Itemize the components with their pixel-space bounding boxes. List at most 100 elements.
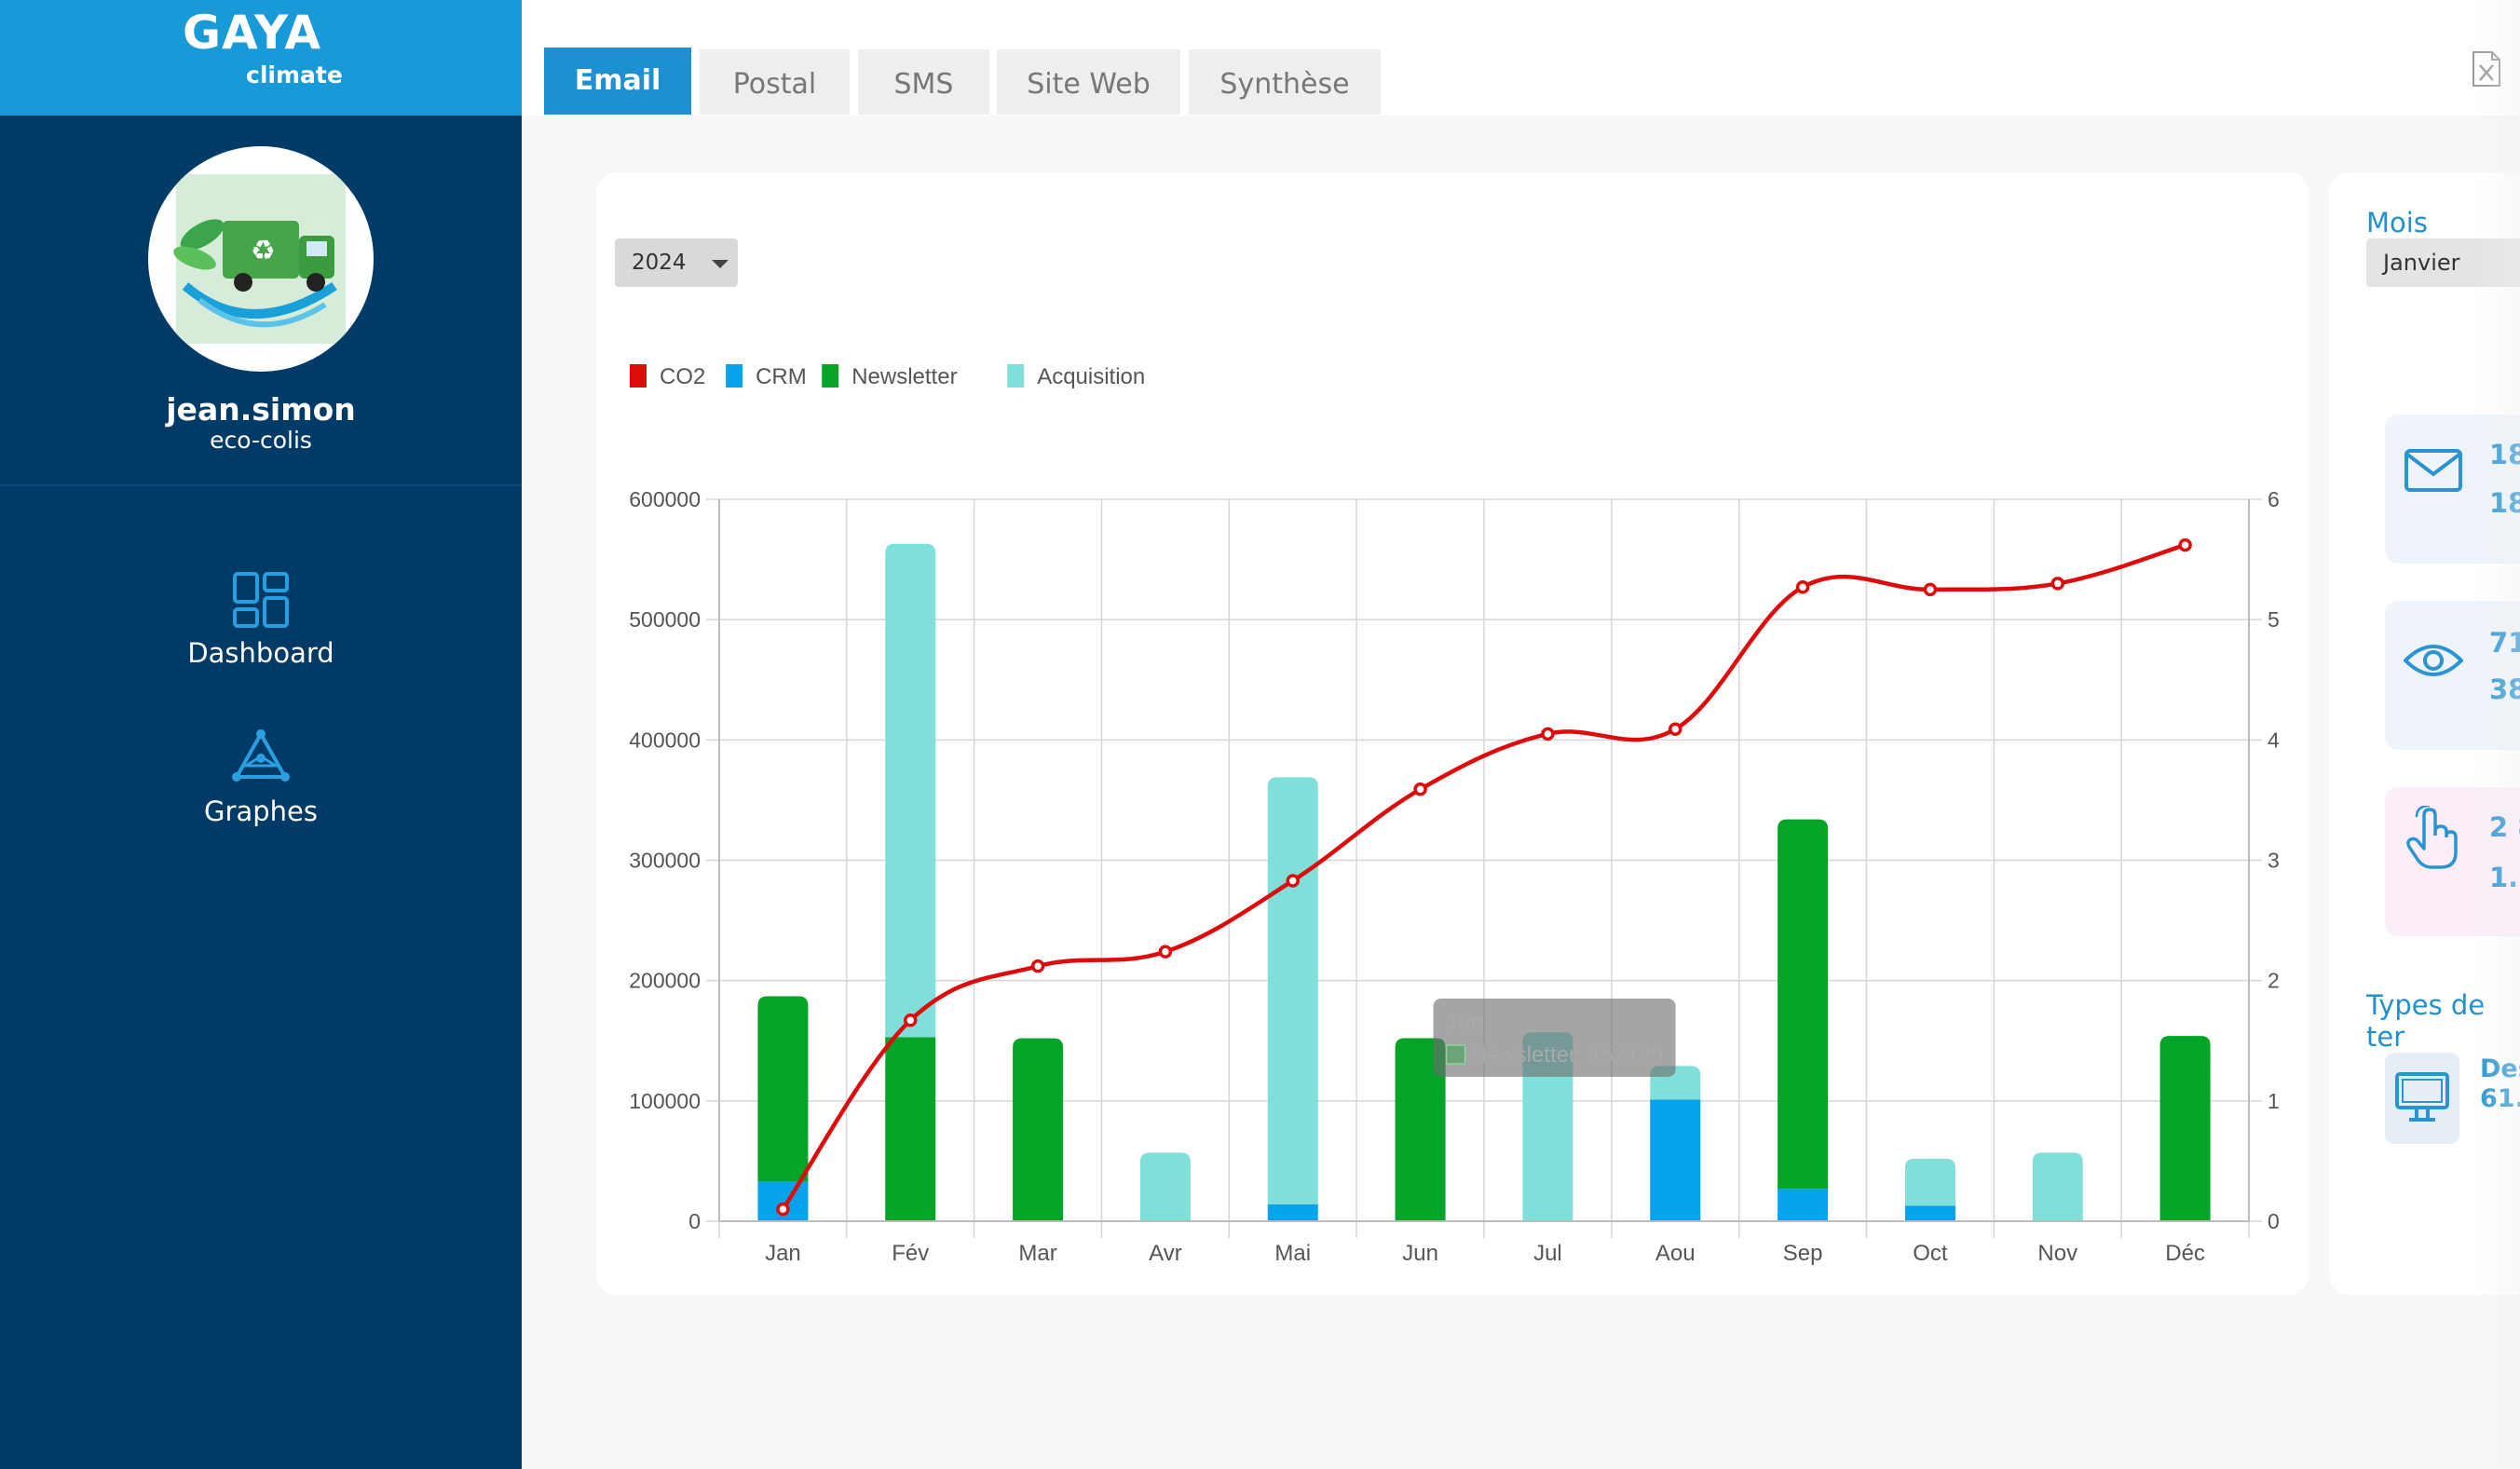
tooltip-value: Newsletter: 152129 — [1471, 1042, 1664, 1068]
bar-acquisition — [1267, 777, 1318, 1204]
bar-newsletter — [1778, 819, 1829, 1190]
x-tick-label: Mai — [1274, 1241, 1311, 1266]
chart-co2-line — [776, 537, 2192, 1217]
y-right-tick-label: 0 — [2268, 1209, 2280, 1233]
month-label: Mois — [2366, 207, 2428, 238]
co2-point — [1158, 945, 1173, 959]
tab-sms[interactable]: SMS — [858, 49, 989, 115]
chart-card — [596, 172, 2309, 1295]
eye-icon — [2404, 645, 2463, 676]
co2-point — [1923, 582, 1938, 597]
stat-clicks-line2: 1.5 — [2489, 862, 2520, 893]
user-organization: eco-colis — [210, 427, 312, 454]
y-left-tick-label: 500000 — [629, 607, 701, 632]
x-tick-label: Jul — [1533, 1241, 1562, 1266]
x-tick-label: Déc — [2165, 1241, 2205, 1266]
y-left-tick-label: 200000 — [629, 969, 701, 993]
avatar[interactable]: ♻ — [148, 146, 374, 372]
co2-point — [1413, 782, 1427, 796]
desktop-icon — [2395, 1072, 2449, 1122]
bar-crm — [1267, 1204, 1318, 1221]
sidebar-divider — [0, 484, 522, 486]
bar-newsletter — [757, 996, 809, 1182]
month-select-value: Janvier — [2383, 250, 2460, 276]
device-types-label: Types de ter — [2366, 989, 2486, 1053]
stat-card-clicks: 2 8 1.5 — [2385, 787, 2520, 936]
tab-email[interactable]: Email — [544, 48, 691, 115]
chart-tooltip: Jun Newsletter: 152129 — [1433, 999, 1676, 1077]
legend-swatch-co2 — [630, 364, 647, 388]
device-type-label: Des — [2480, 1054, 2520, 1083]
stat-opens-line2: 38 — [2489, 673, 2520, 705]
legend-swatch-newsletter — [822, 364, 839, 388]
brand-tagline: climate — [246, 61, 343, 88]
stat-card-opens: 71 38 — [2385, 601, 2520, 750]
truck-avatar-icon: ♻ — [173, 174, 346, 344]
stat-clicks-line1: 2 8 — [2489, 811, 2520, 843]
nav-item-dashboard[interactable]: Dashboard — [0, 570, 522, 700]
bar-newsletter — [1395, 1038, 1446, 1221]
chart-legend: CO2 CRM Newsletter Acquisition — [630, 364, 1145, 389]
stat-emails-line1: 18 — [2489, 439, 2520, 470]
tab-synthese[interactable]: Synthèse — [1189, 49, 1381, 115]
stat-card-emails: 18 18 — [2385, 415, 2520, 564]
tooltip-title: Jun — [1445, 1010, 1485, 1035]
envelope-icon — [2404, 449, 2462, 492]
y-right-tick-label: 5 — [2268, 607, 2280, 632]
bar-acquisition — [1139, 1152, 1191, 1221]
legend-label-crm: CRM — [756, 364, 807, 389]
chevron-down-icon — [712, 260, 729, 268]
year-select[interactable]: 2024 — [615, 238, 738, 287]
x-tick-label: Jun — [1402, 1241, 1438, 1266]
user-name: jean.simon — [166, 391, 356, 428]
logo-bar: GAYA climate — [0, 0, 522, 116]
bar-crm — [1650, 1099, 1701, 1221]
stat-opens-line1: 71 — [2489, 627, 2520, 659]
bar-acquisition — [1904, 1158, 1955, 1206]
x-tick-label: Aou — [1655, 1241, 1696, 1266]
bar-acquisition — [2032, 1152, 2083, 1221]
x-tick-label: Sep — [1783, 1241, 1823, 1266]
y-right-tick-label: 2 — [2268, 969, 2280, 993]
y-right-tick-label: 1 — [2268, 1089, 2280, 1113]
bar-crm — [1778, 1189, 1829, 1221]
tooltip-box — [1433, 999, 1676, 1077]
legend-label-newsletter: Newsletter — [851, 364, 957, 389]
chart-axes: 0 100000 200000 300000 400000 500000 600000 0 1 2… — [629, 487, 2280, 1266]
excel-export-icon[interactable] — [2472, 50, 2501, 88]
y-left-tick-label: 300000 — [629, 849, 701, 873]
brand-logo: GAYA — [183, 6, 322, 60]
y-right-tick-label: 6 — [2268, 487, 2280, 511]
co2-point — [2178, 537, 2192, 552]
bar-crm — [1904, 1205, 1955, 1221]
bar-acquisition — [885, 543, 936, 1038]
tab-site-web[interactable]: Site Web — [997, 49, 1180, 115]
chart-grid — [706, 498, 2262, 1238]
x-tick-label: Mar — [1018, 1241, 1056, 1266]
y-left-tick-label: 400000 — [629, 728, 701, 752]
nav-label-graphes: Graphes — [204, 796, 318, 827]
bar-newsletter — [885, 1037, 936, 1221]
x-tick-label: Fév — [892, 1241, 929, 1266]
bar-newsletter — [1013, 1038, 1064, 1221]
legend-swatch-acquisition — [1007, 364, 1025, 388]
device-type-value: 61. — [2480, 1084, 2520, 1113]
legend-label-co2: CO2 — [660, 364, 705, 389]
y-left-tick-label: 600000 — [629, 487, 701, 511]
sidebar: GAYA climate ♻ jean.simon eco-colis Dash… — [0, 0, 522, 1469]
chart-bars — [757, 543, 2211, 1221]
nav-item-graphes[interactable]: Graphes — [0, 728, 522, 859]
y-left-tick-label: 100000 — [629, 1089, 701, 1113]
graph-network-icon — [232, 729, 290, 782]
tab-postal[interactable]: Postal — [700, 49, 850, 115]
bar-acquisition — [1522, 1032, 1573, 1221]
co2-point — [1286, 874, 1300, 888]
co2-point — [2050, 577, 2064, 591]
month-select[interactable]: Janvier — [2366, 238, 2520, 287]
x-tick-label: Nov — [2037, 1241, 2077, 1266]
co2-point — [1541, 727, 1555, 741]
y-right-tick-label: 4 — [2268, 728, 2280, 752]
year-select-value: 2024 — [632, 251, 687, 275]
co2-point — [1795, 580, 1810, 594]
